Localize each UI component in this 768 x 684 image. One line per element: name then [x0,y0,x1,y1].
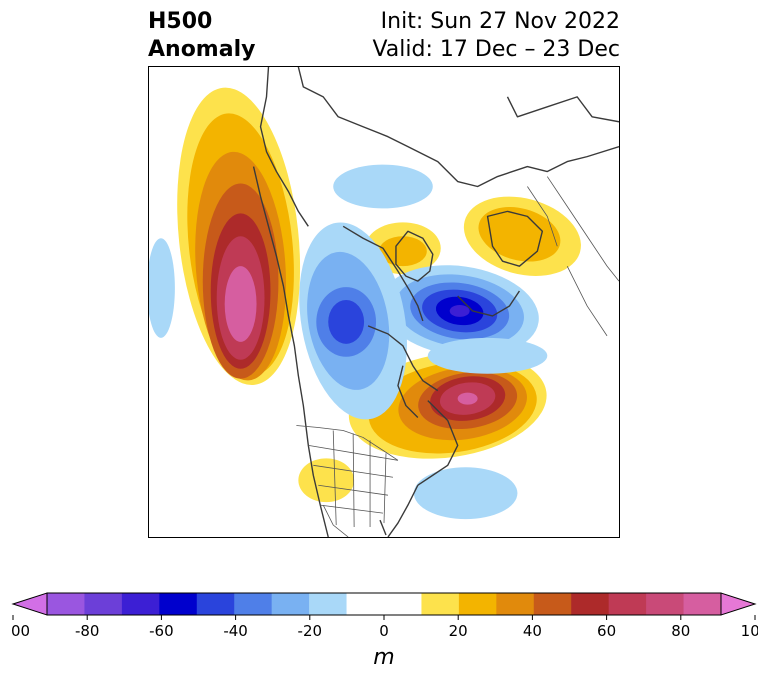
colorbar-segment [571,593,610,615]
colorbar-extend-high [720,592,757,616]
anomaly-trough-pacific [149,238,175,338]
anomaly-trough-alaska-yukon [299,222,407,420]
title-valid: Valid: 17 Dec – 23 Dec [372,37,620,62]
colorbar-segment [346,593,385,615]
title-right: Init: Sun 27 Nov 2022 Valid: 17 Dec – 23… [372,8,620,64]
colorbar: -100 -80 -60 -40 -20 0 20 40 60 80 100 [10,592,758,640]
anomaly-ridge-siberia [463,196,581,276]
colorbar-segment [646,593,685,615]
colorbar-tick-label: 80 [671,622,690,640]
map-panel [148,66,620,538]
anomaly-trough-arctic-ocean [333,164,548,374]
colorbar-unit: m [373,645,395,670]
colorbar-segment [159,593,198,615]
colorbar-tick-label: -40 [223,622,248,640]
colorbar-segment [608,593,647,615]
colorbar-tick-label: -20 [298,622,323,640]
colorbar-segment [309,593,348,615]
colorbar-tick-label: 60 [597,622,616,640]
anomaly-trough-arctic [380,265,539,357]
colorbar-segment [271,593,310,615]
colorbar-segment [384,593,422,615]
colorbar-segment [47,593,85,615]
title-type: Anomaly [148,37,256,62]
colorbar-tick-label: 0 [379,622,389,640]
title-init: Init: Sun 27 Nov 2022 [380,9,620,34]
colorbar-segment [121,593,160,615]
anomaly-trough-atlantic [413,467,518,520]
colorbar-segment [458,593,497,615]
anomaly-ridge-southwest-us [298,458,355,503]
title-variable: H500 [148,9,213,34]
colorbar-tick-label: 20 [449,622,468,640]
colorbar-segment [533,593,572,615]
borders [296,176,619,537]
colorbar-tick-label: -80 [75,622,100,640]
colorbar-tick-label: -60 [149,622,174,640]
title-left: H500 Anomaly [148,8,255,64]
colorbar-tick-label: 100 [741,622,758,640]
colorbar-segment [196,593,235,615]
colorbar-tick-label: -100 [10,622,30,640]
colorbar-segment [496,593,535,615]
colorbar-segment [234,593,273,615]
colorbar-segment [683,593,722,615]
colorbar-tick-label: 40 [523,622,542,640]
anomaly-ridge-west-coast [177,87,301,385]
colorbar-segment [421,593,460,615]
colorbar-segment [84,593,123,615]
colorbar-extend-low [11,592,48,616]
coastlines [252,67,619,537]
